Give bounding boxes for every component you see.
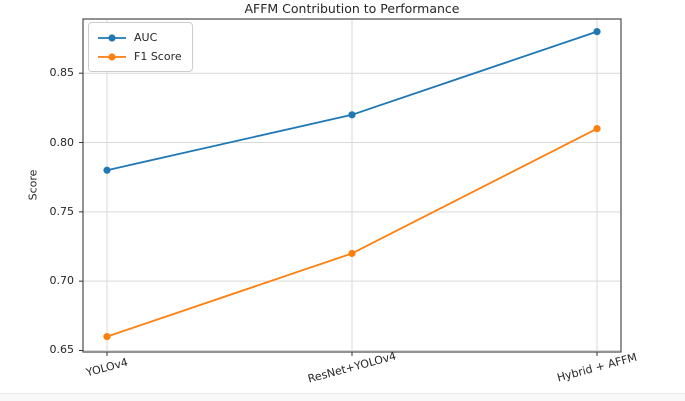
y-tick-label: 0.80: [49, 135, 75, 149]
window-bottom-strip: [0, 393, 685, 401]
series-marker-f1-score: [593, 125, 601, 133]
legend-label: AUC: [134, 31, 158, 44]
series-marker-auc: [593, 28, 601, 36]
y-tick-label: 0.70: [49, 274, 75, 288]
series-marker-auc: [103, 166, 111, 174]
legend-label: F1 Score: [134, 50, 182, 63]
y-tick-label: 0.85: [49, 66, 75, 80]
legend-line-marker-icon: [98, 52, 126, 61]
chart-title: AFFM Contribution to Performance: [244, 1, 460, 16]
y-tick-label: 0.75: [49, 204, 75, 218]
y-tick-label: 0.65: [49, 343, 75, 357]
legend-line-marker-icon: [98, 33, 126, 42]
legend: AUC F1 Score: [88, 22, 193, 72]
legend-item: AUC: [97, 28, 182, 47]
series-marker-f1-score: [348, 249, 356, 258]
series-marker-f1-score: [103, 333, 111, 341]
series-marker-auc: [348, 111, 356, 119]
legend-item: F1 Score: [97, 47, 182, 66]
